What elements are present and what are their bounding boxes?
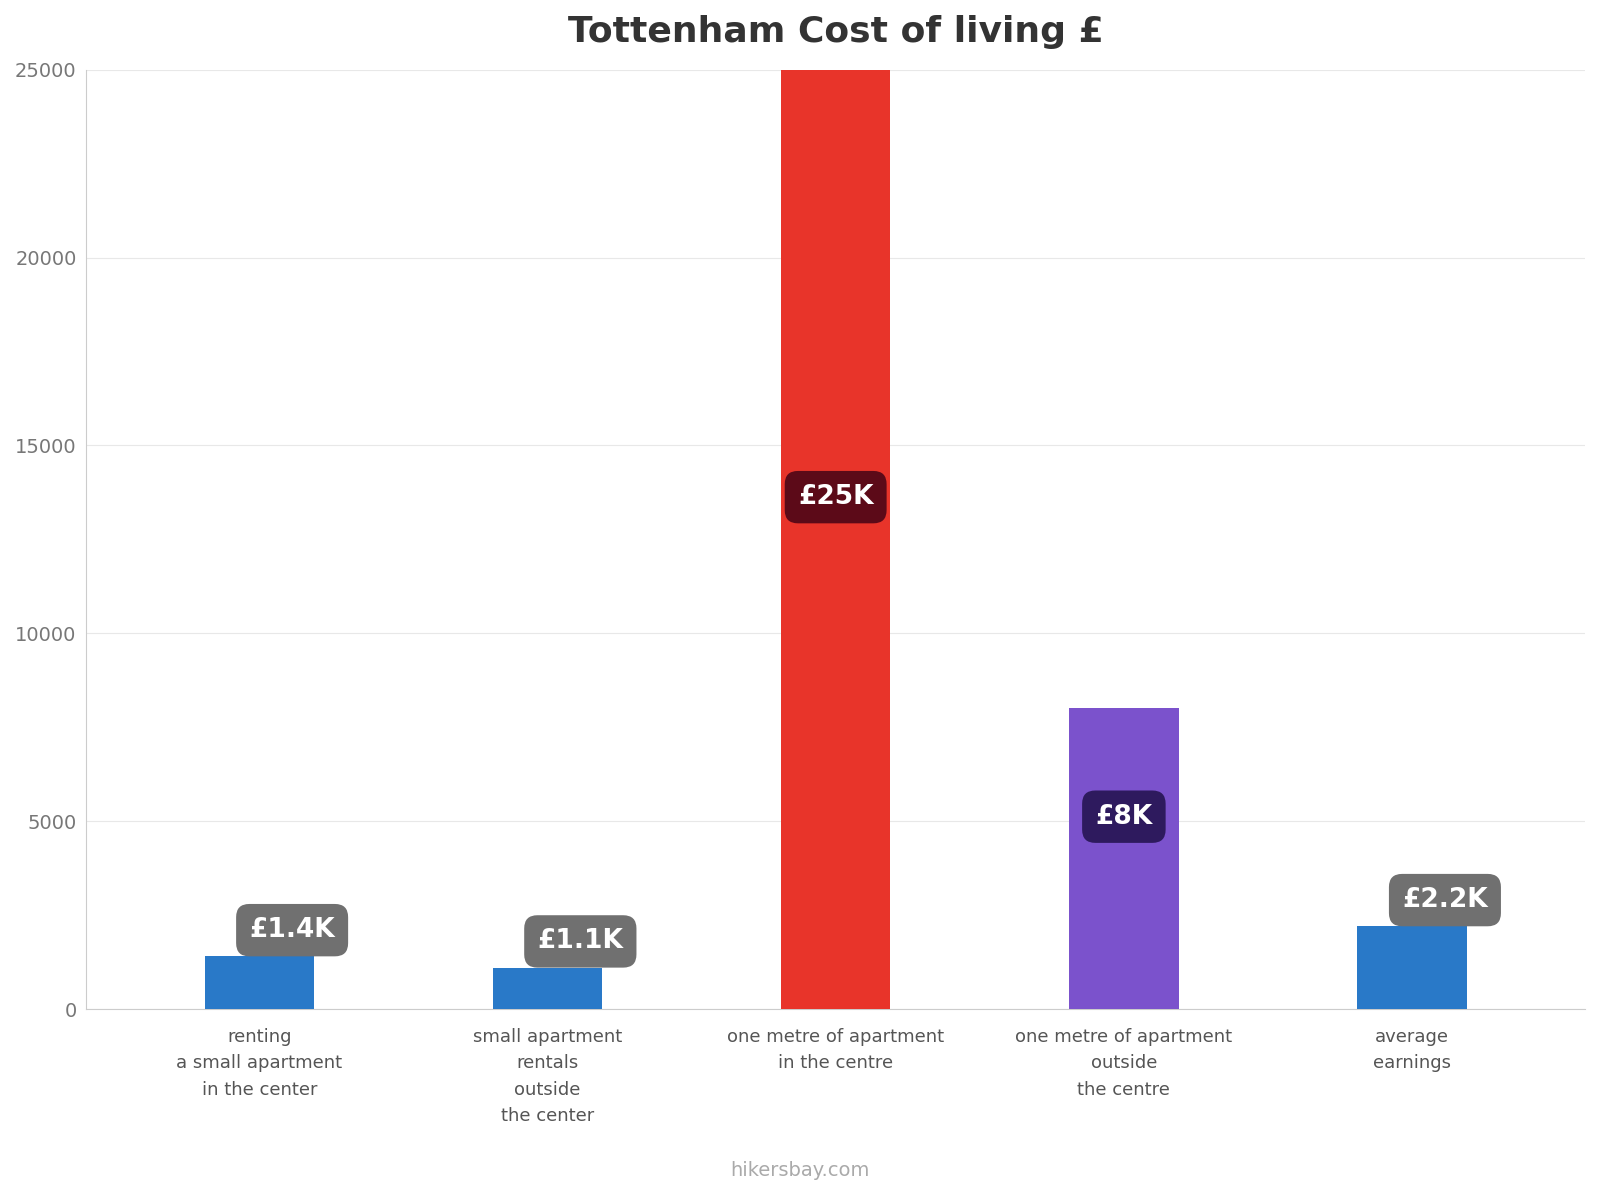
Text: £25K: £25K	[798, 484, 874, 510]
Title: Tottenham Cost of living £: Tottenham Cost of living £	[568, 14, 1104, 49]
Text: £8K: £8K	[1096, 804, 1152, 829]
Text: £1.1K: £1.1K	[538, 929, 624, 954]
Bar	[1357, 926, 1467, 1009]
Bar	[205, 956, 314, 1009]
Bar	[1069, 708, 1179, 1009]
Bar	[781, 70, 891, 1009]
Text: hikersbay.com: hikersbay.com	[730, 1160, 870, 1180]
Text: £1.4K: £1.4K	[250, 917, 334, 943]
Bar	[493, 967, 602, 1009]
Text: £2.2K: £2.2K	[1402, 887, 1488, 913]
